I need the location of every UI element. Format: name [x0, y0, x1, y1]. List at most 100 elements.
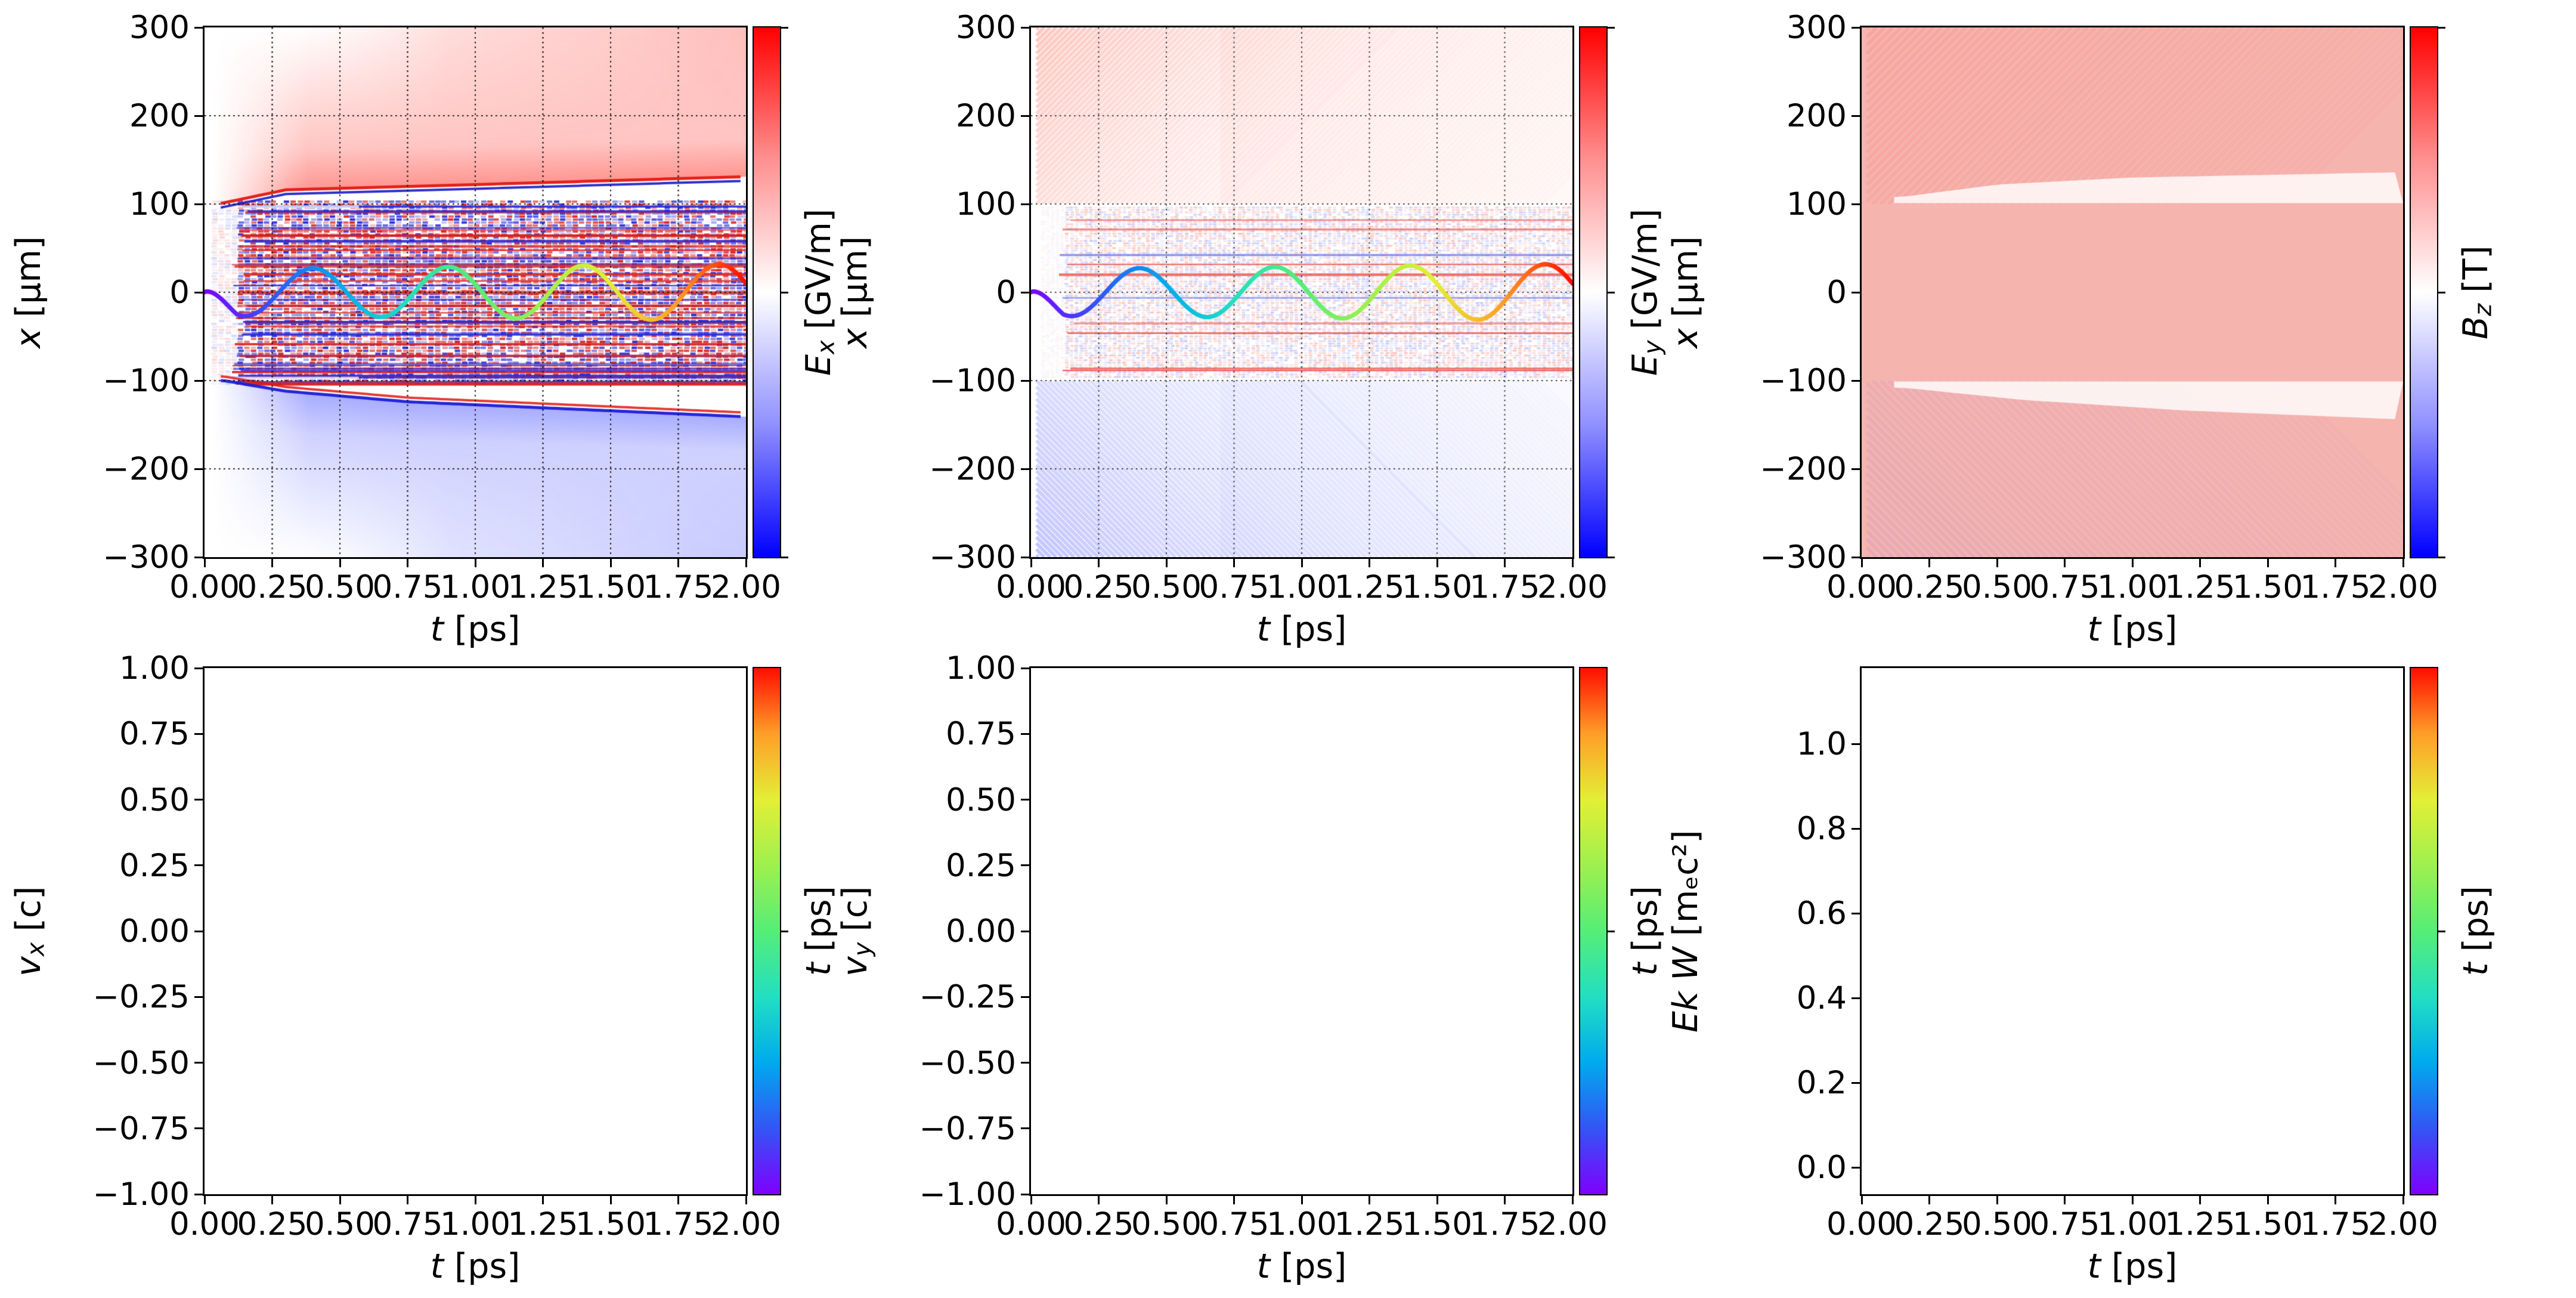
x-tick-mark — [1996, 1196, 1998, 1204]
y-tick-label: 200 — [955, 98, 1016, 134]
colorbar-label-bz: Bz [T] — [2455, 95, 2504, 489]
x-tick-label: 0.00 — [169, 569, 240, 605]
x-axis-label-bz: t [ps] — [2013, 610, 2252, 649]
y-tick-mark — [194, 733, 203, 735]
x-tick-mark — [1098, 559, 1100, 567]
y-tick-mark — [1021, 1127, 1029, 1130]
colorbar-label-var: t — [799, 963, 838, 976]
x-tick-mark — [1233, 1196, 1235, 1204]
x-tick-mark — [203, 1196, 206, 1204]
colorbar-label-unit: [ps] — [799, 886, 838, 963]
x-tick-label: 1.25 — [1334, 569, 1405, 605]
x-tick-mark — [2334, 559, 2336, 567]
x-tick-label: 1.50 — [1401, 1206, 1472, 1243]
x-tick-label: 0.50 — [304, 1206, 375, 1243]
x-tick-mark — [2199, 559, 2201, 567]
x-tick-mark — [1368, 1196, 1370, 1204]
y-tick-mark — [1852, 827, 1860, 830]
colorbar-vx — [753, 667, 781, 1195]
colorbar-label-unit: [ps] — [2456, 886, 2496, 963]
y-tick-label: 300 — [1786, 10, 1847, 46]
x-tick-label: 1.75 — [2300, 569, 2371, 605]
y-tick-label: −300 — [103, 539, 190, 576]
y-tick-label: 0.50 — [119, 781, 190, 818]
y-tick-mark — [194, 1193, 203, 1195]
y-axis-label-unit: [c] — [835, 886, 875, 942]
x-tick-label: 0.75 — [372, 569, 443, 605]
y-tick-mark — [1021, 379, 1029, 382]
x-tick-label: 0.00 — [169, 1206, 240, 1243]
x-tick-mark — [1301, 559, 1303, 567]
y-tick-label: 0.75 — [945, 716, 1016, 753]
x-tick-label: 0.50 — [304, 569, 375, 605]
x-tick-mark — [271, 559, 273, 567]
x-tick-label: 1.25 — [2165, 1206, 2236, 1243]
x-tick-label: 1.50 — [2232, 569, 2303, 605]
x-tick-label: 0.00 — [995, 1206, 1066, 1243]
y-tick-label: 100 — [1786, 186, 1847, 222]
x-tick-mark — [1571, 1196, 1574, 1204]
x-axis-label-ex: t [ps] — [356, 610, 595, 649]
y-tick-mark — [1021, 1062, 1029, 1064]
x-tick-mark — [1436, 1196, 1438, 1204]
y-tick-label: −0.75 — [92, 1110, 190, 1147]
x-axis-label-var: t — [1256, 1247, 1270, 1286]
x-tick-mark — [2064, 1196, 2066, 1204]
y-axis-label-bz: x [μm] — [1665, 95, 1707, 489]
x-tick-label: 0.50 — [1131, 1206, 1202, 1243]
x-axis-label-unit: [ps] — [1270, 610, 1347, 649]
colorbar-label-unit: [GV/m] — [799, 208, 838, 341]
x-tick-label: 1.00 — [439, 569, 510, 605]
x-tick-mark — [2402, 1196, 2404, 1204]
x-tick-label: 0.25 — [1063, 1206, 1134, 1243]
colorbar-ey — [1579, 26, 1608, 558]
y-tick-mark — [1852, 291, 1860, 293]
x-tick-mark — [474, 559, 476, 567]
x-tick-label: 0.25 — [237, 569, 308, 605]
x-tick-mark — [1368, 559, 1370, 567]
x-tick-label: 0.25 — [1063, 569, 1134, 605]
x-axis-label-unit: [ps] — [443, 610, 521, 649]
y-tick-label: −0.25 — [919, 979, 1016, 1016]
y-axis-label-unit: [μm] — [9, 236, 48, 329]
y-axis-label-var: x — [1666, 328, 1705, 349]
y-tick-label: 0.8 — [1796, 811, 1847, 847]
y-axis-label-var: x — [9, 328, 48, 349]
y-axis-label-vy: vy [c] — [834, 734, 883, 1128]
y-tick-mark — [194, 1127, 203, 1130]
y-tick-mark — [1852, 743, 1860, 745]
y-tick-mark — [1021, 864, 1029, 867]
x-tick-label: 2.00 — [1537, 569, 1608, 605]
y-tick-mark — [1852, 203, 1860, 205]
x-tick-mark — [407, 1196, 408, 1204]
y-tick-mark — [1852, 556, 1860, 558]
x-axis-label-vy: t [ps] — [1182, 1247, 1421, 1286]
y-tick-label: 1.0 — [1796, 726, 1847, 762]
colorbar-label-var: t — [1626, 963, 1665, 976]
colorbar-label-unit: [T] — [2456, 245, 2496, 304]
x-tick-label: 2.00 — [2367, 1206, 2438, 1243]
x-tick-mark — [474, 1196, 476, 1204]
plot-area-ey — [1029, 26, 1574, 559]
y-tick-mark — [1852, 115, 1860, 117]
y-axis-label-sub: x — [22, 942, 50, 956]
y-tick-label: 200 — [129, 98, 190, 134]
x-tick-mark — [2267, 1196, 2269, 1204]
plot-area-bz — [1860, 26, 2405, 559]
y-tick-label: −1.00 — [92, 1176, 190, 1213]
plot-canvas-vy — [1031, 668, 1572, 1194]
y-tick-mark — [194, 864, 203, 867]
y-tick-mark — [1021, 996, 1029, 998]
x-tick-label: 2.00 — [2367, 569, 2438, 605]
y-axis-label-ekw: Ek W [mₑc²] — [1665, 734, 1707, 1128]
y-tick-label: −100 — [103, 363, 190, 399]
x-tick-mark — [1165, 559, 1168, 567]
y-axis-label-ex: x [μm] — [8, 95, 49, 489]
y-tick-label: 300 — [129, 10, 190, 46]
y-tick-mark — [194, 468, 203, 470]
colorbar-tick-mark — [1608, 930, 1615, 932]
x-tick-mark — [542, 1196, 544, 1204]
x-tick-label: 1.25 — [2165, 569, 2236, 605]
colorbar-label-sub: y — [1639, 340, 1667, 355]
